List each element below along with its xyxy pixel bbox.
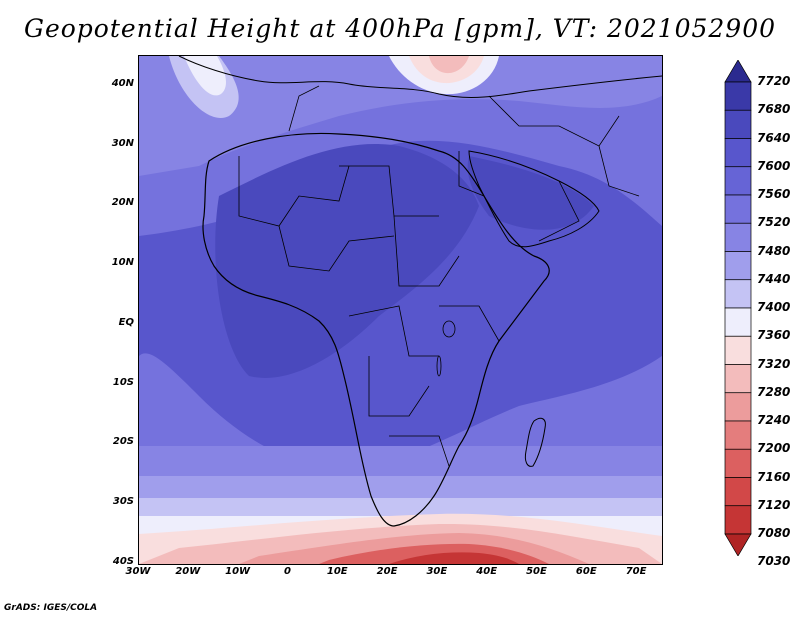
colorbar-label: 7640 [757, 130, 791, 145]
lon-tick-label: 20W [175, 566, 201, 577]
colorbar-swatch [724, 448, 752, 478]
colorbar-label: 7720 [757, 74, 791, 88]
height-field-map [139, 56, 662, 564]
colorbar-label: 7240 [757, 413, 791, 427]
colorbar-swatch [724, 138, 752, 168]
band-7080 [389, 552, 519, 564]
colorbar-swatch [724, 251, 752, 281]
colorbar-label: 7600 [757, 158, 791, 173]
colorbar-swatch [724, 392, 752, 422]
lon-tick-label: 50E [526, 566, 547, 577]
lon-tick-label: 10E [326, 566, 348, 577]
colorbar-swatch [724, 279, 752, 309]
colorbar-label: 7120 [757, 497, 791, 512]
colorbar-label: 7030 [757, 554, 791, 569]
colorbar-label: 7160 [757, 469, 791, 484]
country-borders [238, 85, 640, 467]
colorbar-label: 7440 [757, 271, 791, 286]
colorbar-label: 7680 [757, 102, 791, 117]
lat-tick-label: 20N [111, 197, 134, 209]
colorbar-swatch [724, 505, 752, 535]
colorbar-swatch [724, 60, 752, 83]
arabia-coastline [468, 150, 600, 248]
band-7480 [139, 446, 662, 476]
colorbar-swatch [724, 194, 752, 224]
colorbar-label: 7320 [757, 356, 791, 371]
lon-tick-label: 20E [376, 566, 398, 577]
colorbar-label: 7480 [757, 243, 791, 258]
band-7440 [139, 476, 662, 498]
colorbar-label: 7520 [757, 215, 791, 230]
colorbar [724, 60, 752, 556]
lon-tick-label: 0 [283, 566, 291, 577]
lat-tick-label: 20S [112, 436, 134, 448]
lon-tick-label: 70E [625, 566, 647, 577]
lat-tick-label: 30N [111, 137, 134, 149]
europe-coastline [178, 56, 662, 98]
colorbar-label: 7200 [757, 441, 791, 456]
map-panel [138, 55, 663, 565]
colorbar-swatch [724, 166, 752, 196]
lon-tick-label: 30E [426, 566, 448, 577]
colorbar-label: 7280 [757, 384, 791, 399]
lat-tick-label: 30S [112, 496, 134, 508]
lon-tick-label: 30W [125, 566, 151, 577]
colorbar-label: 7400 [757, 300, 791, 314]
colorbar-swatch [724, 222, 752, 252]
lon-tick-label: 10W [225, 566, 251, 577]
lat-tick-label: 40S [112, 556, 134, 567]
colorbar-label: 7080 [757, 526, 791, 540]
colorbar-swatch [724, 335, 752, 365]
lake-victoria [442, 320, 456, 338]
band-7400 [139, 498, 662, 516]
madagascar-coastline [524, 417, 546, 467]
lat-tick-label: 10S [112, 376, 134, 388]
lon-tick-label: 40E [476, 566, 498, 577]
grads-credit: GrADS: IGES/COLA [4, 603, 98, 613]
lon-tick-label: 60E [575, 566, 597, 577]
field-nw-lighter [184, 56, 226, 96]
field-core [215, 144, 479, 378]
colorbar-label: 7560 [757, 187, 791, 201]
colorbar-swatch [724, 307, 752, 337]
map-title: Geopotential Height at 400hPa [gpm], VT:… [23, 14, 777, 43]
field-north [139, 56, 662, 176]
colorbar-swatch [724, 109, 752, 139]
colorbar-swatch [724, 81, 752, 111]
lat-tick-label: EQ [118, 316, 134, 328]
field-arabia [467, 156, 594, 230]
africa-coastline [202, 132, 550, 527]
colorbar-swatch [724, 477, 752, 507]
lat-tick-label: 40N [111, 77, 134, 89]
field-turkey-pink2 [429, 56, 469, 74]
colorbar-swatch [724, 420, 752, 450]
colorbar-swatch [724, 364, 752, 394]
lake-tanganyika [436, 355, 442, 377]
lat-tick-label: 10N [111, 257, 134, 269]
colorbar-label: 7360 [757, 328, 791, 343]
colorbar-swatch [724, 533, 752, 556]
